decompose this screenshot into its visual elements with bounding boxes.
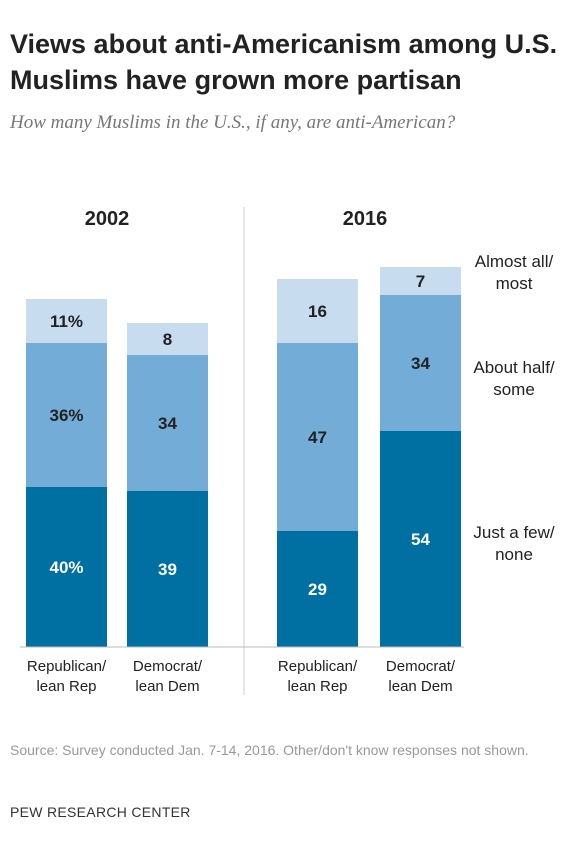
stacked-bar-chart: 2002 40% 36% 11% Republican/lean Rep 39 34 8 Dem… [20, 207, 555, 695]
bar-segment-2002-1-2 [26, 343, 107, 487]
data-label-2002-1-3: 11% [50, 312, 83, 331]
data-label-2016-1-2: 47 [308, 428, 327, 447]
bar-segment-2002-2-3 [127, 323, 208, 355]
bar-segment-2002-1-1 [26, 487, 107, 647]
bar-segment-2016-1-3 [277, 279, 358, 343]
data-label-2002-1-1: 40% [49, 558, 83, 577]
chart-subtitle: How many Muslims in the U.S., if any, ar… [10, 112, 456, 133]
category-label-2002-2: Democrat/lean Dem [133, 658, 203, 695]
legend-label-2: About half/some [473, 358, 555, 399]
category-label-2002-1: Republican/lean Rep [27, 658, 107, 695]
panel-title-2002: 2002 [85, 208, 130, 230]
category-label-2016-1: Republican/lean Rep [278, 658, 358, 695]
organization-credit: PEW RESEARCH CENTER [10, 804, 191, 820]
legend-label-1: Just a few/none [473, 523, 555, 564]
bar-segment-2016-1-2 [277, 343, 358, 531]
data-label-2002-1-2: 36% [49, 406, 83, 425]
data-label-2016-2-2: 34 [411, 354, 430, 373]
bar-segment-2002-2-2 [127, 355, 208, 491]
data-label-2016-2-1: 54 [411, 530, 430, 549]
legend-label-3: Almost all/most [475, 252, 554, 293]
category-label-2016-2: Democrat/lean Dem [386, 658, 456, 695]
source-note: Source: Survey conducted Jan. 7-14, 2016… [10, 742, 529, 758]
data-label-2016-1-1: 29 [308, 580, 327, 599]
data-label-2002-2-1: 39 [158, 560, 177, 579]
bar-segment-2016-2-1 [380, 431, 461, 647]
bar-segment-2002-2-1 [127, 491, 208, 647]
data-label-2016-1-3: 16 [308, 302, 327, 321]
data-label-2002-2-2: 34 [158, 414, 177, 433]
data-label-2002-2-3: 8 [163, 330, 172, 349]
chart-title: Views about anti-Americanism among U.S. … [10, 29, 558, 95]
bar-segment-2016-2-3 [380, 267, 461, 295]
panel-title-2016: 2016 [343, 208, 388, 230]
bar-segment-2016-2-2 [380, 295, 461, 431]
bar-segment-2002-1-3 [26, 299, 107, 343]
bar-segment-2016-1-1 [277, 531, 358, 647]
data-label-2016-2-3: 7 [416, 272, 425, 291]
